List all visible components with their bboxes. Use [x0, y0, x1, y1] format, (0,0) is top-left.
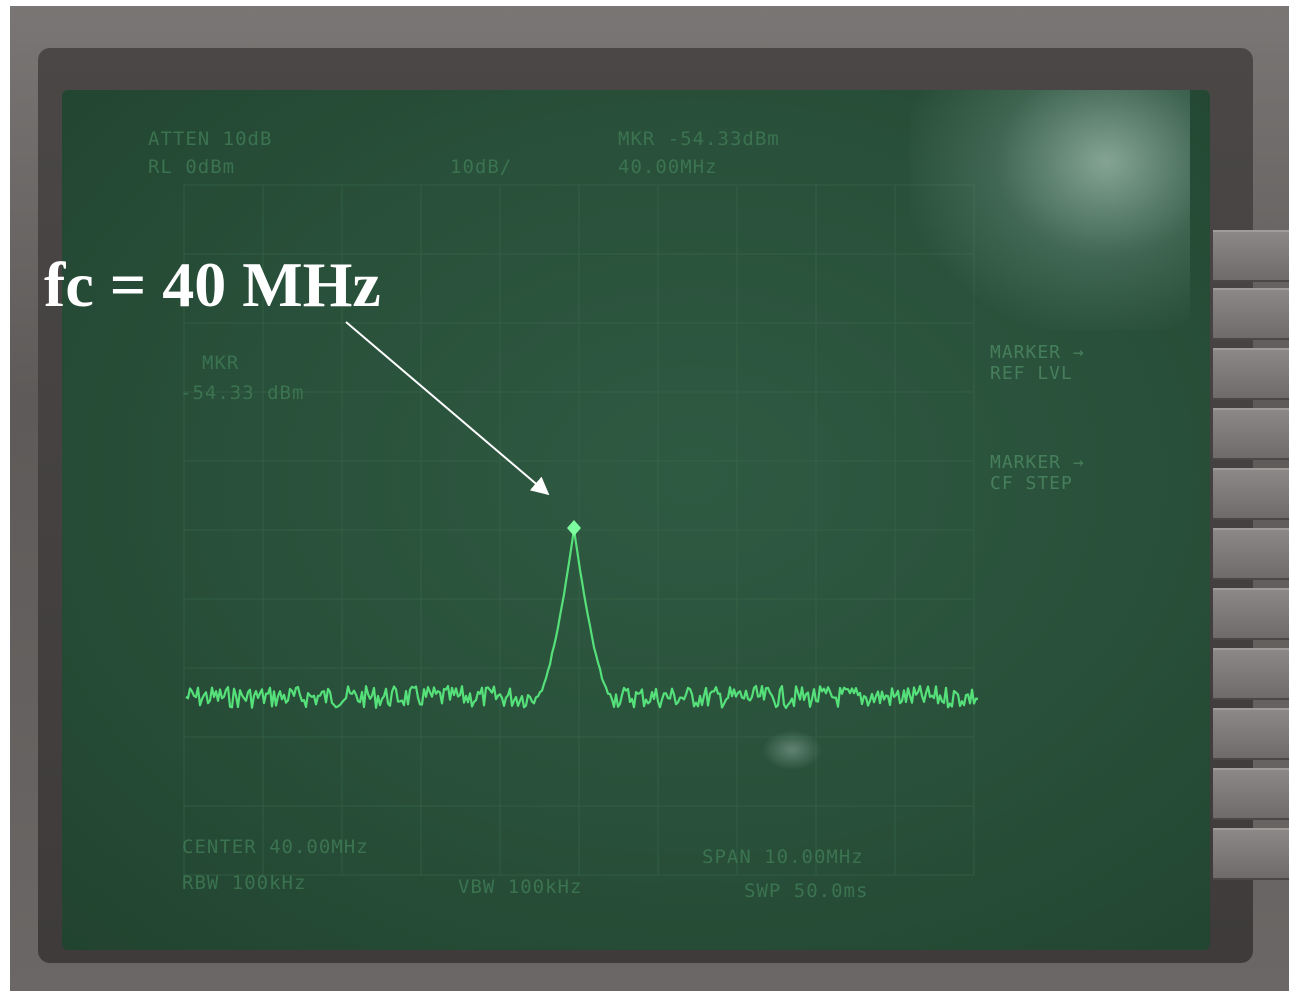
spectrum-trace — [185, 527, 979, 710]
analyzer-screen: ATTEN 10dB RL 0dBm 10dB/ MKR -54.33dBm 4… — [62, 90, 1210, 950]
graticule — [183, 184, 975, 876]
annotation-label: fc = 40 MHz — [44, 249, 381, 320]
atten-readout: ATTEN 10dB — [148, 128, 273, 150]
softkey-button-8[interactable] — [1213, 648, 1289, 700]
spectrum-trace-layer — [185, 520, 979, 710]
annotation-arrow — [345, 321, 550, 496]
marker-frequency-readout: 40.00MHz — [618, 156, 718, 178]
softkey-marker-cf-step: MARKER → CF STEP — [990, 452, 1085, 494]
span-readout: SPAN 10.00MHz — [702, 846, 864, 868]
marker-side-label: MKR — [202, 352, 240, 374]
softkey-button-11[interactable] — [1213, 828, 1289, 880]
marker-amplitude-readout: MKR -54.33dBm — [618, 128, 780, 150]
ref-level-readout: RL 0dBm — [148, 156, 236, 178]
softkey-button-3[interactable] — [1213, 348, 1289, 400]
center-frequency-readout: CENTER 40.00MHz — [182, 836, 369, 858]
marker-side-value: -54.33 dBm — [180, 382, 305, 404]
rbw-readout: RBW 100kHz — [182, 872, 307, 894]
screen-glare-spot — [762, 730, 822, 770]
screen-glare — [910, 90, 1190, 330]
softkey-button-4[interactable] — [1213, 408, 1289, 460]
softkey-button-2[interactable] — [1213, 288, 1289, 340]
softkey-button-9[interactable] — [1213, 708, 1289, 760]
scale-readout: 10dB/ — [450, 156, 513, 178]
softkey-button-column — [1211, 230, 1289, 930]
vbw-readout: VBW 100kHz — [458, 876, 583, 898]
softkey-button-7[interactable] — [1213, 588, 1289, 640]
softkey-button-1[interactable] — [1213, 230, 1289, 282]
softkey-button-6[interactable] — [1213, 528, 1289, 580]
softkey-button-5[interactable] — [1213, 468, 1289, 520]
sweep-readout: SWP 50.0ms — [744, 880, 869, 902]
softkey-button-10[interactable] — [1213, 768, 1289, 820]
peak-marker — [567, 520, 581, 536]
softkey-marker-ref-level: MARKER → REF LVL — [990, 342, 1085, 384]
